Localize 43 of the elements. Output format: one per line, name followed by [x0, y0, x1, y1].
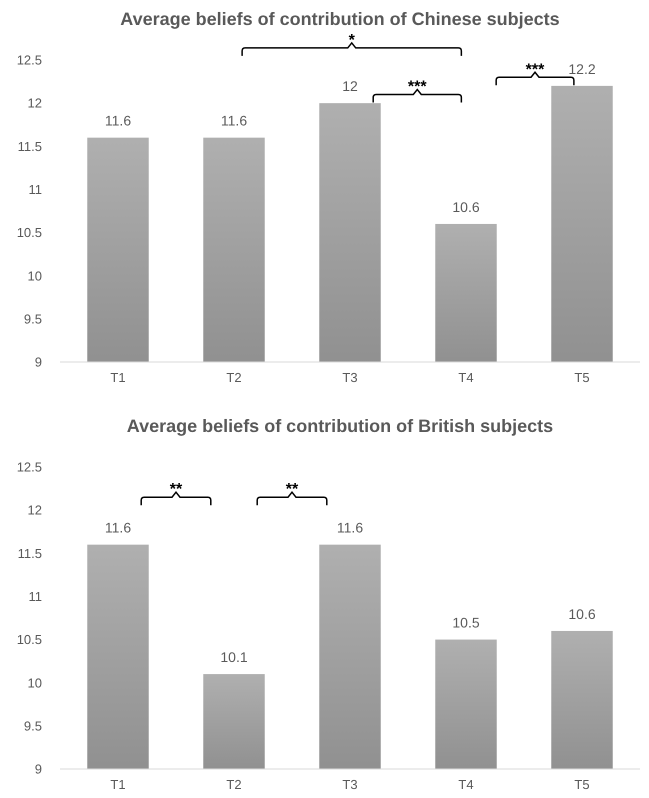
y-tick-label: 9.5 [24, 311, 42, 326]
annotation: *** [526, 61, 546, 78]
data-label: 11.6 [104, 112, 132, 129]
data-label: 12.2 [568, 60, 596, 77]
y-tick-label: 10 [28, 268, 42, 284]
annotation: ** [170, 481, 183, 498]
annotation: ** [286, 481, 299, 498]
text: * [348, 32, 356, 49]
x-tick-label: T1 [110, 370, 126, 385]
x-tick-label: T5 [574, 777, 590, 792]
y-tick-label: 12.5 [16, 460, 42, 475]
x-tick-label: T1 [110, 777, 126, 792]
y-tick-label: 12.5 [16, 52, 42, 68]
x-tick-label: T3 [342, 370, 358, 385]
data-label: 10.6 [452, 198, 480, 215]
annotation: *** [408, 78, 428, 96]
y-tick-label: 12 [28, 96, 42, 111]
y-tick-label: 11 [28, 588, 42, 604]
y-tick-label: 11.5 [18, 138, 42, 154]
chart-title: Average beliefs of contribution of British subjects [126, 416, 554, 436]
data-label: 10.6 [568, 606, 596, 622]
x-tick-label: T4 [458, 777, 474, 792]
y-tick-label: 9 [34, 354, 42, 370]
data-label: 10.5 [452, 614, 480, 631]
x-tick-label: T4 [458, 370, 474, 385]
data-label: 12 [342, 78, 358, 94]
y-tick-label: 9 [34, 762, 42, 777]
y-tick-label: 9.5 [24, 718, 42, 734]
y-tick-label: 10 [28, 675, 42, 690]
y-tick-label: 10.5 [16, 632, 42, 648]
y-tick-label: 10.5 [16, 225, 42, 240]
data-label: 10.1 [220, 649, 248, 666]
data-label: 11.6 [336, 520, 364, 536]
x-tick-label: T3 [342, 777, 358, 792]
chart-title: Average beliefs of contribution of Chinese subjects [120, 9, 560, 29]
y-tick-label: 11.5 [18, 546, 42, 561]
data-label: 11.6 [220, 112, 248, 129]
data-label: 11.6 [104, 520, 132, 536]
x-tick-label: T2 [226, 370, 242, 385]
x-tick-label: T5 [574, 370, 590, 385]
y-tick-label: 11 [28, 182, 42, 197]
x-tick-label: T2 [226, 777, 242, 792]
y-tick-label: 12 [28, 502, 42, 518]
